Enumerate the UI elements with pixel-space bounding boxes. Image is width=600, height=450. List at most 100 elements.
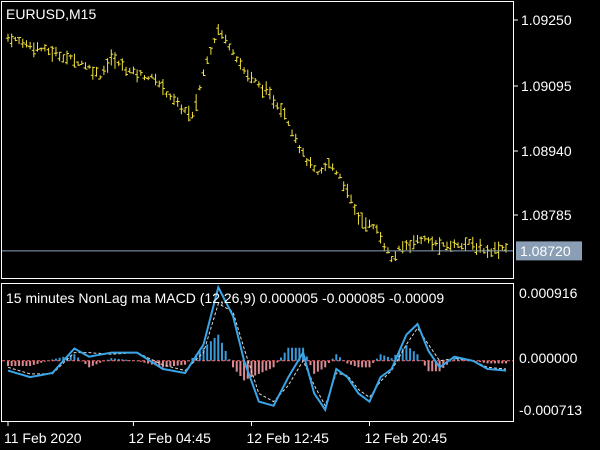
macd-histogram-bar xyxy=(401,348,404,361)
price-bar xyxy=(293,133,298,144)
price-bar xyxy=(183,107,188,114)
price-bar xyxy=(312,165,317,173)
macd-histogram-bar xyxy=(291,347,294,361)
price-bar xyxy=(341,181,346,192)
time-tick-label: 11 Feb 2020 xyxy=(4,430,82,446)
price-bar xyxy=(53,46,58,57)
macd-histogram-bar xyxy=(250,360,253,378)
macd-axis: 0.000916 0.000000 -0.000713 xyxy=(519,285,582,418)
macd-histogram-bar xyxy=(62,356,65,361)
macd-histogram-bar xyxy=(95,360,98,365)
price-chart-title: EURUSD,M15 xyxy=(6,6,96,22)
macd-histogram-bar xyxy=(309,360,312,366)
macd-histogram-bar xyxy=(361,360,364,368)
price-panel-frame xyxy=(1,1,514,279)
macd-histogram-bar xyxy=(217,334,220,361)
price-bar xyxy=(245,69,250,82)
macd-histogram-bar xyxy=(482,360,485,363)
macd-histogram-bar xyxy=(276,360,279,363)
price-bar xyxy=(393,251,398,261)
macd-histogram-bar xyxy=(386,356,389,361)
macd-histogram-bar xyxy=(206,344,209,361)
price-bar xyxy=(463,237,468,251)
price-bar xyxy=(326,158,331,169)
price-bar xyxy=(72,53,77,68)
macd-histogram-bar xyxy=(416,354,419,361)
macd-histogram-bar xyxy=(279,357,282,361)
macd-histogram-bar xyxy=(501,360,504,364)
price-bar xyxy=(94,66,99,77)
price-bar xyxy=(17,37,22,45)
macd-histogram-bar xyxy=(110,358,113,361)
macd-histogram-bar xyxy=(453,358,456,361)
price-bar xyxy=(6,33,10,42)
price-bar xyxy=(467,238,472,245)
macd-histogram-bar xyxy=(147,360,150,364)
macd-histogram-bar xyxy=(324,360,327,368)
macd-histogram-bar xyxy=(80,360,83,362)
price-bar xyxy=(101,65,106,75)
price-bar xyxy=(42,44,47,52)
price-axis: 1.09250 1.09095 1.08940 1.08785 xyxy=(513,12,572,223)
price-bar xyxy=(492,241,497,254)
macd-histogram-bar xyxy=(405,345,408,361)
price-bar xyxy=(260,84,265,98)
price-bar xyxy=(127,67,132,74)
macd-histogram-bar xyxy=(224,350,227,361)
macd-histogram-bar xyxy=(423,360,426,366)
macd-histogram-bar xyxy=(84,360,87,365)
price-bar xyxy=(330,163,335,171)
price-bar xyxy=(356,212,361,225)
macd-histogram-bar xyxy=(368,360,371,368)
macd-histogram-bar xyxy=(294,347,297,361)
macd-histogram-bar xyxy=(21,360,24,367)
price-bar xyxy=(290,129,295,137)
price-bar xyxy=(345,183,350,198)
price-bar xyxy=(371,223,376,230)
price-bar xyxy=(20,38,25,48)
price-bar xyxy=(39,47,44,52)
macd-histogram-bar xyxy=(165,360,168,367)
price-bar xyxy=(315,171,320,175)
price-bar xyxy=(278,103,283,118)
price-bar xyxy=(249,71,254,84)
price-bar xyxy=(411,235,416,250)
price-bar xyxy=(208,47,213,55)
price-bar xyxy=(422,235,427,242)
price-bar xyxy=(264,81,269,95)
macd-histogram-bar xyxy=(228,359,231,361)
price-bar xyxy=(444,241,449,251)
macd-histogram-bar xyxy=(77,357,80,361)
price-bar xyxy=(28,41,33,50)
price-bar xyxy=(382,243,387,252)
macd-histogram-bar xyxy=(29,360,32,367)
price-bar xyxy=(168,93,173,101)
price-tick-label: 1.08940 xyxy=(521,143,572,159)
macd-histogram-bar xyxy=(457,358,460,361)
price-bar xyxy=(363,217,368,232)
macd-signal-line xyxy=(7,302,507,407)
macd-histogram-bar xyxy=(113,358,116,361)
price-bar xyxy=(197,85,202,91)
price-bar xyxy=(231,49,236,56)
price-bar xyxy=(389,255,394,263)
price-bar xyxy=(437,237,442,255)
price-bar xyxy=(256,81,261,88)
price-bar xyxy=(238,58,243,70)
macd-histogram-bar xyxy=(51,359,54,361)
price-bar xyxy=(138,70,143,76)
macd-histogram-bar xyxy=(268,360,271,369)
price-bar xyxy=(304,158,309,167)
price-bar xyxy=(116,60,121,67)
price-bar xyxy=(234,56,239,63)
price-bar xyxy=(57,51,62,62)
price-bar xyxy=(135,69,140,83)
price-bar xyxy=(105,58,110,73)
macd-histogram-bar xyxy=(58,357,61,361)
macd-histogram-bar xyxy=(475,360,478,362)
price-bar xyxy=(109,49,114,66)
macd-histogram-bar xyxy=(320,360,323,370)
price-bar xyxy=(68,54,73,60)
price-bar xyxy=(172,93,176,106)
